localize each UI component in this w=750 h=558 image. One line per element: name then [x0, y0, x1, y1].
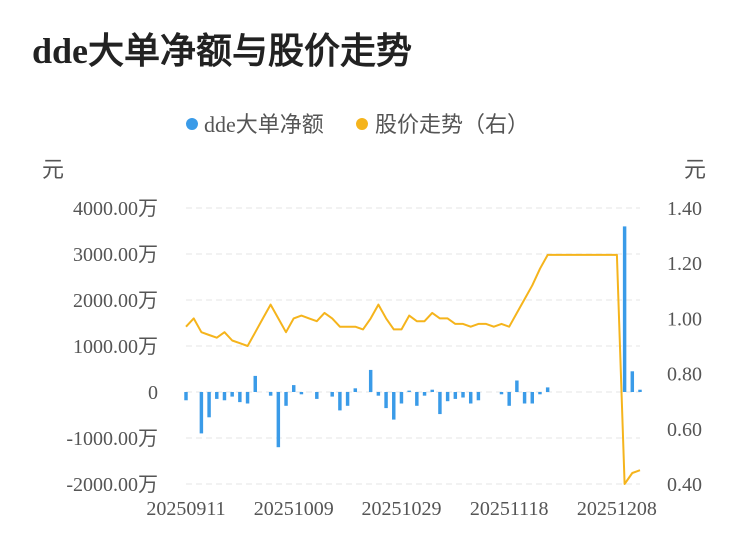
dde-bar[interactable]: [630, 371, 635, 392]
y-left-unit: 元: [42, 157, 64, 182]
dde-bar[interactable]: [530, 392, 535, 404]
dde-bar[interactable]: [184, 392, 188, 401]
dde-bar[interactable]: [291, 385, 296, 392]
y-right-tick-label: 0.60: [667, 419, 702, 441]
dde-bar[interactable]: [522, 392, 527, 404]
dde-bar[interactable]: [353, 388, 358, 392]
dde-bar[interactable]: [345, 392, 350, 406]
dde-bar[interactable]: [407, 390, 411, 392]
dde-bar[interactable]: [515, 380, 519, 393]
y-left-tick-label: 2000.00万: [73, 290, 158, 312]
dde-bar[interactable]: [438, 392, 442, 415]
dde-bar[interactable]: [315, 392, 319, 399]
chart-title: dde大单净额与股价走势: [32, 31, 413, 71]
y-left-tick-label: 1000.00万: [73, 336, 158, 358]
dde-bar[interactable]: [538, 392, 542, 395]
x-tick-label: 20251029: [361, 498, 441, 520]
dde-bar[interactable]: [338, 392, 342, 411]
y-right-unit: 元: [684, 157, 706, 182]
y-right-axis: 1.40 1.20 1.00 0.80 0.60 0.40: [667, 198, 702, 496]
x-tick-label: 20250911: [146, 498, 225, 520]
dde-bar[interactable]: [392, 392, 396, 420]
dde-bar[interactable]: [468, 392, 473, 404]
dde-bar[interactable]: [222, 392, 227, 401]
x-tick-label: 20251118: [470, 498, 549, 520]
y-right-tick-label: 0.80: [667, 364, 702, 386]
dde-bar[interactable]: [430, 389, 434, 392]
y-left-axis: 4000.00万 3000.00万 2000.00万 1000.00万 0 -1000.0…: [66, 198, 158, 496]
dde-bar[interactable]: [545, 387, 550, 392]
dde-bar[interactable]: [330, 392, 334, 397]
dde-bar[interactable]: [445, 392, 450, 402]
y-left-tick-label: 0: [148, 382, 158, 404]
dde-bar[interactable]: [199, 392, 204, 434]
x-tick-label: 20251009: [254, 498, 334, 520]
dde-bar[interactable]: [415, 392, 419, 406]
y-right-tick-label: 0.40: [667, 474, 702, 496]
dde-bar[interactable]: [253, 375, 257, 392]
grid-lines: [186, 207, 640, 485]
dde-bar[interactable]: [399, 392, 404, 404]
dde-bar[interactable]: [499, 392, 504, 395]
dde-bar[interactable]: [638, 389, 642, 392]
dde-bar[interactable]: [268, 392, 273, 396]
legend-marker-dde: [186, 118, 198, 130]
dde-bar[interactable]: [422, 392, 427, 396]
dde-bar[interactable]: [622, 226, 627, 392]
dde-bar[interactable]: [245, 392, 250, 404]
dde-bar[interactable]: [215, 392, 219, 399]
dde-bar[interactable]: [299, 392, 304, 395]
price-line-path[interactable]: [185, 253, 641, 485]
dde-bar[interactable]: [238, 392, 242, 403]
dde-bars: [184, 226, 642, 448]
dde-bar[interactable]: [507, 392, 511, 406]
y-left-tick-label: -2000.00万: [66, 474, 158, 496]
legend-marker-price: [356, 118, 368, 130]
y-left-tick-label: 4000.00万: [73, 198, 158, 220]
legend-label-price[interactable]: 股价走势（右）: [375, 112, 529, 137]
y-left-tick-label: 3000.00万: [73, 244, 158, 266]
price-line: [185, 253, 641, 485]
dde-bar[interactable]: [276, 392, 281, 448]
dde-bar[interactable]: [461, 392, 465, 398]
legend-label-dde[interactable]: dde大单净额: [204, 112, 324, 137]
dde-bar[interactable]: [476, 392, 481, 401]
y-left-tick-label: -1000.00万: [66, 428, 158, 450]
dde-bar[interactable]: [368, 369, 373, 392]
chart-legend[interactable]: dde大单净额 股价走势（右）: [186, 112, 529, 137]
dde-bar[interactable]: [284, 392, 288, 406]
y-right-tick-label: 1.00: [667, 308, 702, 330]
x-axis: 20250911 20251009 20251029 20251118 20251208: [146, 498, 657, 520]
dde-bar[interactable]: [207, 392, 211, 418]
dde-bar[interactable]: [453, 392, 458, 399]
dde-bar[interactable]: [230, 392, 234, 397]
dde-bar[interactable]: [376, 392, 381, 396]
y-right-tick-label: 1.40: [667, 198, 702, 220]
y-right-tick-label: 1.20: [667, 253, 702, 275]
x-tick-label: 20251208: [577, 498, 657, 520]
dde-bar[interactable]: [384, 392, 388, 409]
